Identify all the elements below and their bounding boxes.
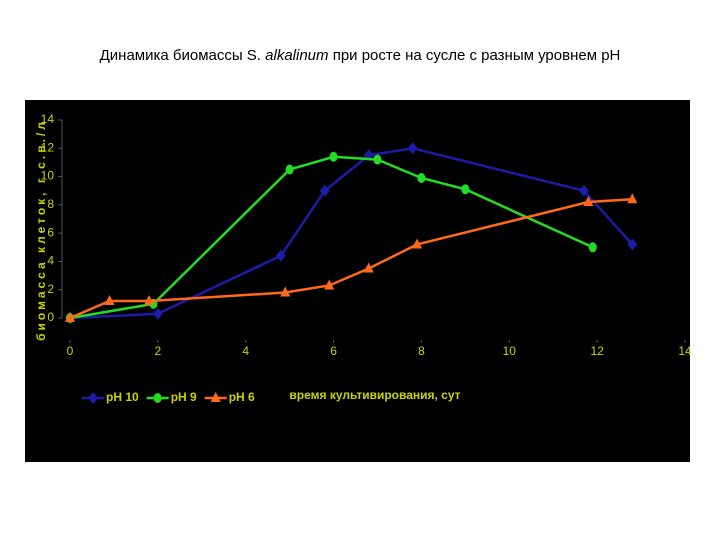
y-tick-label: 0: [47, 310, 54, 324]
marker: [319, 184, 330, 197]
y-axis-label: биомасса клеток, г с.в./л: [34, 119, 48, 341]
x-tick-label: 0: [67, 344, 74, 358]
marker: [461, 184, 470, 195]
title-part: alkalinum: [265, 47, 329, 64]
legend-label: pH 10: [106, 390, 139, 404]
marker: [412, 238, 423, 249]
marker: [144, 295, 155, 306]
marker: [373, 154, 382, 165]
marker: [88, 392, 98, 404]
title-part: Динамика биомассы S.: [99, 47, 261, 64]
marker: [153, 393, 162, 403]
marker: [417, 172, 426, 183]
marker: [627, 238, 638, 251]
marker: [65, 312, 75, 322]
marker: [285, 164, 294, 175]
marker: [104, 295, 115, 306]
x-tick-label: 2: [155, 344, 162, 358]
series-line: [69, 155, 594, 320]
y-tick-label: 4: [47, 254, 54, 268]
marker: [578, 184, 589, 197]
marker: [588, 242, 597, 253]
marker: [210, 392, 221, 402]
x-tick-label: 10: [503, 344, 517, 358]
x-tick-label: 6: [330, 344, 337, 358]
plot-background: [25, 100, 690, 462]
x-tick-label: 4: [242, 344, 249, 358]
series-line: [69, 147, 634, 320]
marker: [407, 142, 418, 155]
marker: [627, 193, 638, 204]
legend-label: pH 6: [229, 390, 255, 404]
marker: [152, 307, 163, 320]
x-axis-label: время культивирования, сут: [289, 388, 460, 402]
y-tick-label: 6: [47, 225, 54, 239]
marker: [363, 262, 374, 273]
chart-title: Динамика биомассы S. alkalinum при росте…: [80, 46, 640, 66]
marker: [583, 196, 594, 207]
title-part: при росте на сусле с разным уровнем pH: [332, 47, 621, 64]
legend-label: pH 9: [171, 390, 197, 404]
y-tick-label: 14: [41, 112, 55, 126]
marker: [280, 286, 291, 297]
y-tick-label: 10: [41, 169, 55, 183]
y-tick-label: 12: [41, 140, 55, 154]
x-tick-label: 12: [590, 344, 604, 358]
marker: [329, 151, 338, 162]
y-tick-label: 8: [47, 197, 54, 211]
marker: [324, 279, 335, 290]
y-tick-label: 2: [47, 282, 54, 296]
x-tick-label: 14: [678, 344, 692, 358]
marker: [275, 249, 286, 262]
x-tick-label: 8: [418, 344, 425, 358]
